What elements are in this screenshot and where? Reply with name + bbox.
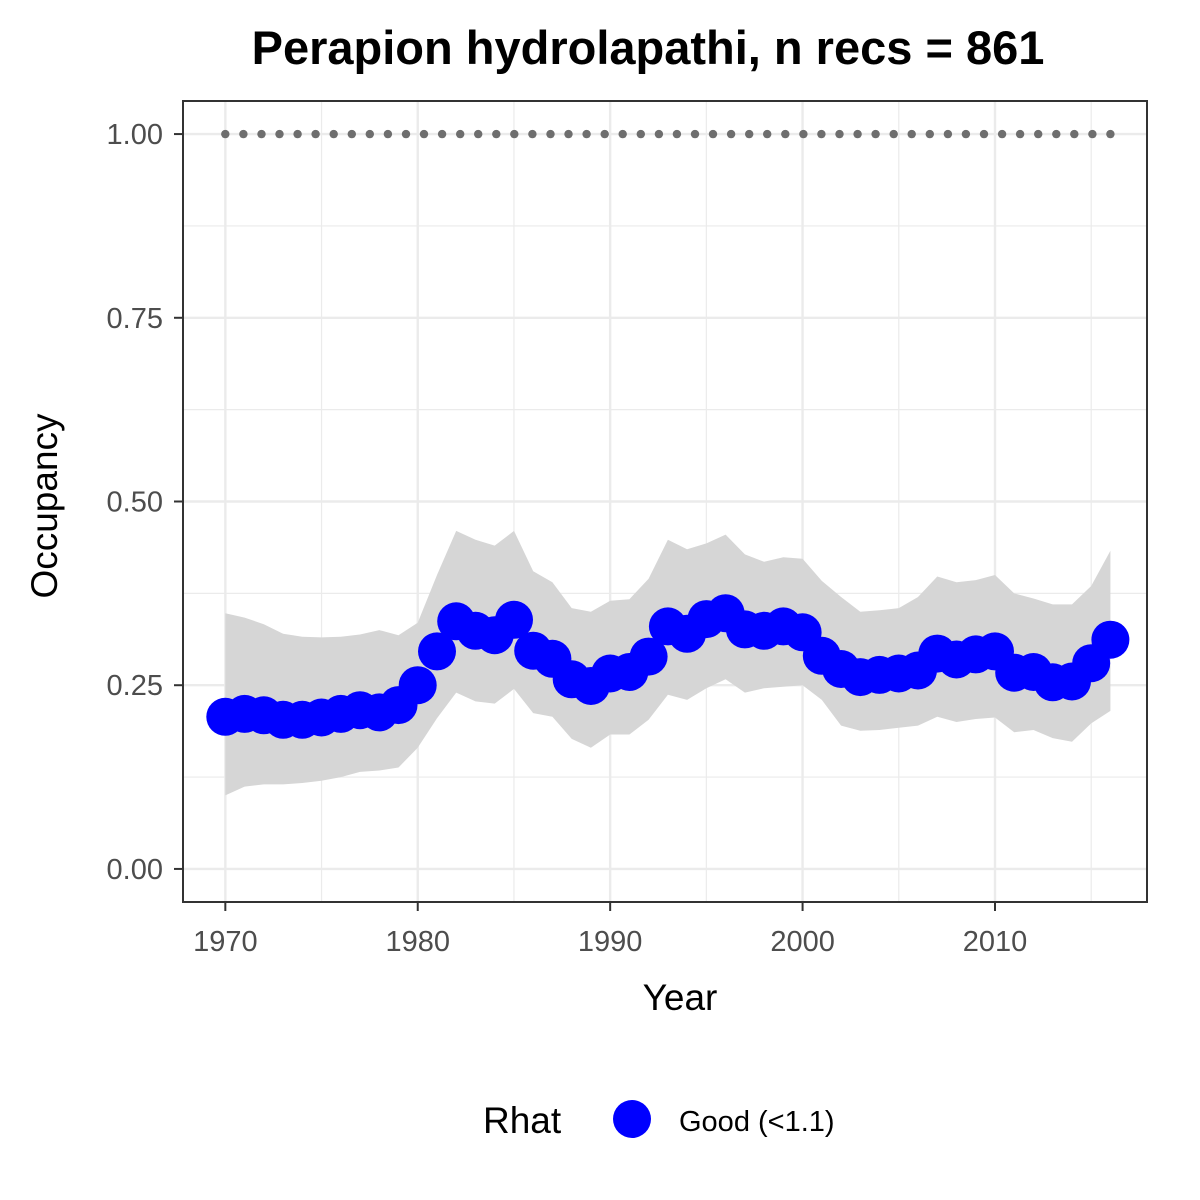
reference-dot xyxy=(419,129,429,139)
reference-dot xyxy=(871,129,880,139)
point-1981 xyxy=(418,632,456,671)
reference-dot xyxy=(1070,129,1079,139)
reference-dot xyxy=(835,129,844,139)
y-tick-label-0: 0.00 xyxy=(107,854,163,886)
reference-dot xyxy=(763,129,772,139)
reference-dot xyxy=(636,129,645,139)
reference-dot xyxy=(474,129,483,139)
reference-dot xyxy=(708,129,718,139)
reference-dot xyxy=(925,129,934,139)
reference-dot xyxy=(817,129,826,139)
y-axis-ticks: 0.00 0.25 0.50 0.75 1.00 xyxy=(107,119,183,886)
reference-dot xyxy=(979,129,989,139)
x-axis-title: Year xyxy=(643,977,718,1018)
reference-dot xyxy=(781,129,790,139)
plot-panel xyxy=(182,100,1148,903)
reference-dot xyxy=(329,129,338,139)
legend-title: Rhat xyxy=(483,1100,562,1141)
reference-dot xyxy=(618,129,627,139)
reference-dot xyxy=(528,129,537,139)
legend-key-good xyxy=(613,1100,651,1138)
reference-dot xyxy=(239,129,248,139)
reference-dot xyxy=(1106,129,1115,139)
x-tick-label-2: 1990 xyxy=(578,926,643,958)
reference-dot xyxy=(257,129,266,139)
x-tick-label-4: 2010 xyxy=(963,926,1028,958)
reference-dot xyxy=(546,129,555,139)
x-axis-ticks: 1970 1980 1990 2000 2010 xyxy=(193,902,1027,958)
legend-label-good: Good (<1.1) xyxy=(679,1106,835,1138)
reference-dot xyxy=(564,129,573,139)
x-tick-label-1: 1980 xyxy=(385,926,450,958)
reference-dot xyxy=(943,129,953,139)
occupancy-points xyxy=(206,594,1130,739)
reference-dot xyxy=(492,129,501,139)
reference-dot xyxy=(365,129,374,139)
reference-dot xyxy=(275,129,284,139)
point-1980 xyxy=(398,666,437,705)
y-axis: 0.00 0.25 0.50 0.75 1.00 xyxy=(107,119,183,886)
reference-dot xyxy=(1015,129,1025,139)
reference-dot xyxy=(799,129,808,139)
y-tick-label-4: 1.00 xyxy=(107,119,163,151)
point-1992 xyxy=(629,637,668,676)
reference-dot xyxy=(347,129,356,139)
reference-dot xyxy=(853,129,862,139)
reference-dot xyxy=(907,129,916,139)
reference-dot xyxy=(311,129,320,139)
chart-title: Perapion hydrolapathi, n recs = 861 xyxy=(252,21,1045,74)
reference-dot xyxy=(1088,129,1097,139)
reference-dot xyxy=(582,129,591,139)
reference-dot xyxy=(726,129,736,139)
reference-dot xyxy=(690,129,700,139)
credible-interval-ribbon xyxy=(225,530,1111,796)
reference-dot xyxy=(672,129,682,139)
y-tick-label-3: 0.75 xyxy=(107,303,163,335)
reference-line-dotted xyxy=(221,129,1115,139)
reference-dot xyxy=(997,129,1007,139)
reference-dot xyxy=(510,129,519,139)
reference-dot xyxy=(654,129,664,139)
point-1985 xyxy=(495,600,533,639)
point-2016 xyxy=(1091,620,1130,659)
reference-dot xyxy=(1052,129,1061,139)
x-axis: 1970 1980 1990 2000 2010 xyxy=(193,902,1027,958)
reference-dot xyxy=(293,129,302,139)
x-tick-label-0: 1970 xyxy=(193,926,258,958)
y-tick-label-1: 0.25 xyxy=(107,670,163,702)
reference-dot xyxy=(383,129,393,139)
reference-dot xyxy=(437,129,447,139)
x-tick-label-3: 2000 xyxy=(770,926,835,958)
reference-dot xyxy=(221,129,230,139)
reference-dot xyxy=(600,129,609,139)
reference-dot xyxy=(456,129,465,139)
y-axis-title: Occupancy xyxy=(24,413,65,599)
reference-dot xyxy=(889,129,898,139)
reference-dot xyxy=(961,129,971,139)
reference-dot xyxy=(745,129,754,139)
reference-dot xyxy=(1034,129,1043,139)
legend: Rhat Good (<1.1) xyxy=(483,1100,835,1141)
reference-dot xyxy=(401,129,411,139)
y-tick-label-2: 0.50 xyxy=(107,487,163,519)
